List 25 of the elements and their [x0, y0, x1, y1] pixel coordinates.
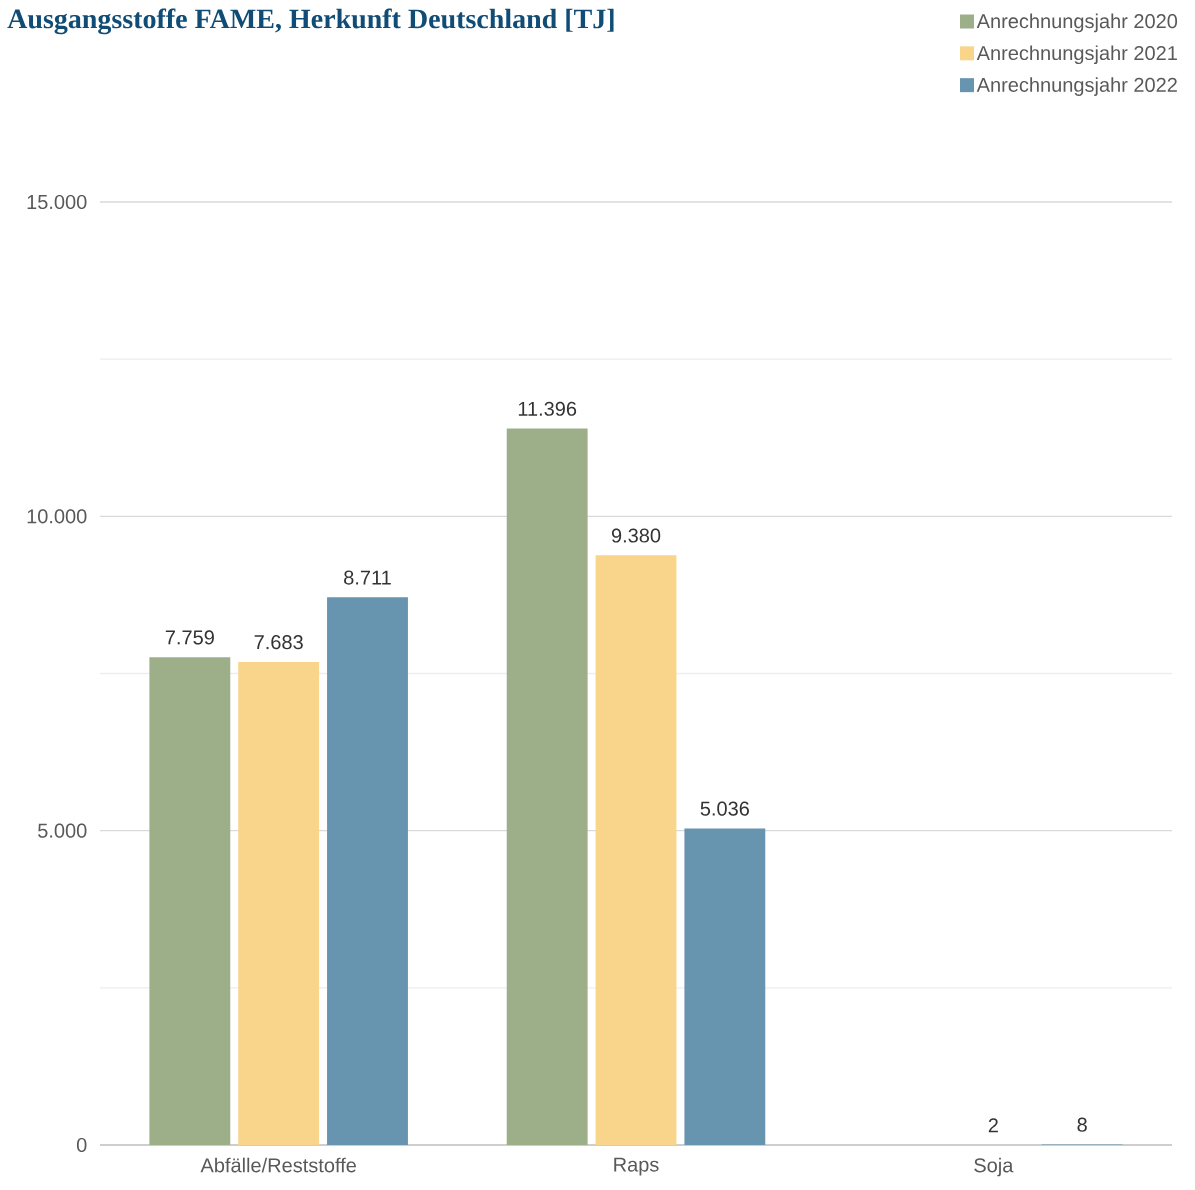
- data-label: 7.683: [254, 635, 303, 650]
- x-tick-label: Raps: [614, 1157, 659, 1176]
- y-tick-label: 0: [76, 1137, 87, 1153]
- chart-title: Ausgangsstoffe FAME, Herkunft Deutschland [TJ]: [7, 8, 614, 35]
- data-label: 9.380: [611, 528, 661, 543]
- data-label: 8.711: [344, 570, 391, 585]
- data-label: 11.396: [518, 401, 577, 416]
- y-tick-label: 10.000: [27, 509, 87, 524]
- legend-label: Anrechnungsjahr 2020: [976, 13, 1178, 33]
- data-label: 5.036: [700, 801, 749, 816]
- x-tick-label: Abfälle/Reststoffe: [200, 1157, 356, 1173]
- bar: [506, 428, 588, 1145]
- bar: [595, 555, 677, 1145]
- bar: [684, 828, 766, 1145]
- y-tick-label: 15.000: [27, 194, 87, 210]
- bar: [149, 657, 231, 1145]
- data-label: 8: [1077, 1117, 1087, 1132]
- bar: [238, 661, 320, 1145]
- x-tick-label: Soja: [974, 1157, 1014, 1177]
- bar: [327, 597, 408, 1145]
- data-label: 2: [988, 1118, 998, 1133]
- legend-label: Anrechnungsjahr 2022: [976, 77, 1177, 96]
- legend-label: Anrechnungsjahr 2021: [976, 45, 1177, 65]
- y-tick-label: 5.000: [38, 823, 87, 838]
- data-label: 7.759: [165, 630, 214, 645]
